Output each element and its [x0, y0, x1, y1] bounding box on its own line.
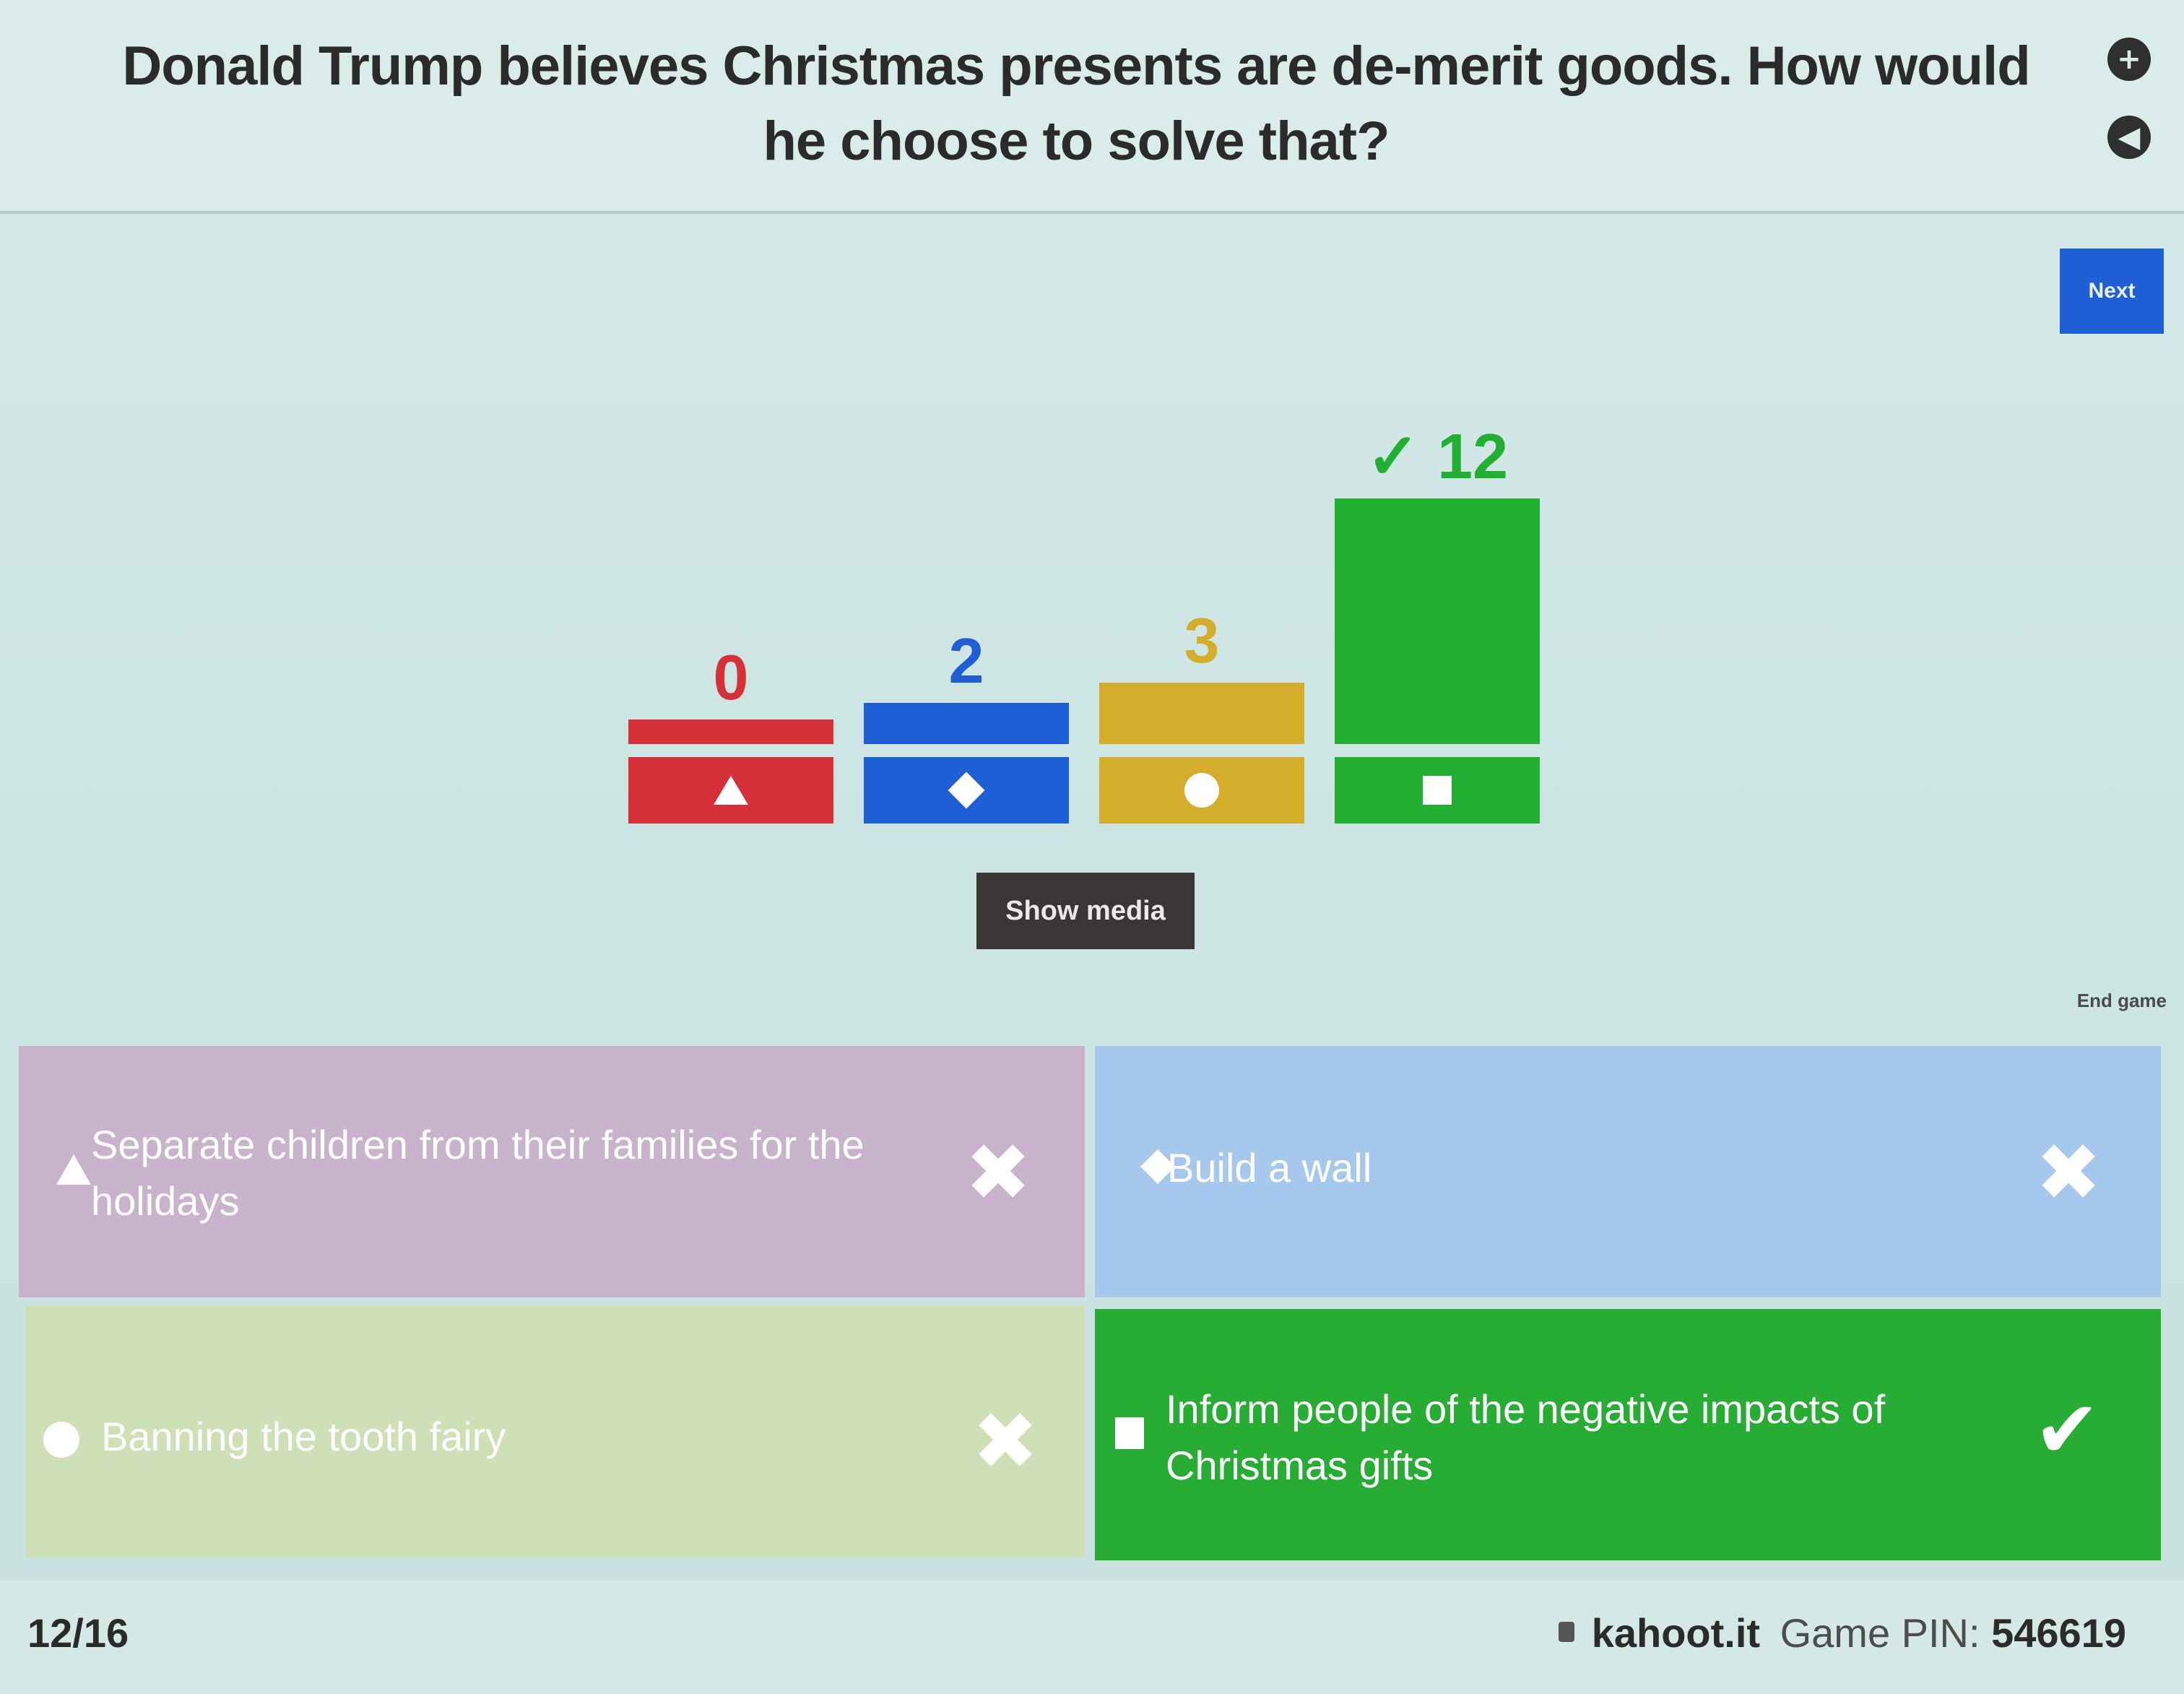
end-game-link[interactable]: End game — [2076, 990, 2167, 1011]
bar-count-triangle: 0 — [713, 641, 749, 713]
cross-icon: ✖ — [2035, 1126, 2102, 1219]
question-progress: 12/16 — [27, 1610, 129, 1656]
square-icon — [1423, 776, 1452, 805]
answer-diamond: Build a wall ✖ — [1095, 1046, 2161, 1297]
bar-base-triangle — [628, 757, 833, 824]
diamond-icon — [948, 772, 985, 809]
bar-count-square: ✓ 12 — [1366, 420, 1509, 492]
next-button[interactable]: Next — [2060, 249, 2164, 334]
circle-icon — [1184, 773, 1219, 808]
cross-icon: ✖ — [972, 1395, 1039, 1487]
footer-bar: 12/16 kahoot.it Game PIN: 546619 — [0, 1581, 2184, 1694]
bar-square: ✓ 12 — [1335, 419, 1540, 824]
pin-value: 546619 — [1991, 1610, 2126, 1656]
lock-icon — [1558, 1622, 1574, 1643]
pin-label: Game PIN: — [1780, 1610, 1980, 1656]
bar-triangle: 0 — [628, 640, 833, 824]
bar-fill-diamond — [864, 703, 1069, 744]
answer-text: Separate children from their families fo… — [91, 1122, 864, 1224]
bar-count-diamond: 2 — [948, 625, 984, 696]
bar-base-diamond — [864, 757, 1069, 824]
answer-circle: Banning the tooth fairy ✖ — [26, 1306, 1085, 1557]
show-media-button[interactable]: Show media — [976, 873, 1195, 949]
bar-count-circle: 3 — [1184, 605, 1220, 676]
bar-base-circle — [1099, 757, 1304, 824]
answer-text: Inform people of the negative impacts of… — [1166, 1386, 1886, 1488]
bar-fill-circle — [1099, 683, 1304, 744]
answer-square: Inform people of the negative impacts of… — [1095, 1309, 2161, 1560]
bar-circle: 3 — [1099, 603, 1304, 824]
cross-icon: ✖ — [965, 1126, 1032, 1219]
answer-chart: 0 2 3 ✓ 12 — [607, 390, 1589, 824]
question-text: Donald Trump believes Christmas presents… — [122, 35, 2030, 172]
bar-base-square — [1335, 757, 1540, 824]
game-pin-area: kahoot.it Game PIN: 546619 — [1558, 1609, 2126, 1656]
bar-diamond: 2 — [864, 623, 1069, 824]
bar-fill-square — [1335, 498, 1540, 744]
circle-icon — [43, 1422, 79, 1458]
answer-text: Build a wall — [1167, 1145, 1372, 1190]
plus-circle-icon[interactable]: + — [2107, 38, 2151, 81]
answer-triangle: Separate children from their families fo… — [19, 1046, 1085, 1297]
check-icon: ✔ — [2034, 1383, 2101, 1476]
square-icon — [1115, 1417, 1144, 1449]
bar-fill-triangle — [628, 719, 833, 744]
kahoot-url: kahoot.it — [1591, 1610, 1761, 1656]
sound-icon[interactable]: ◀ — [2107, 116, 2151, 159]
triangle-icon — [56, 1154, 91, 1185]
triangle-icon — [714, 776, 748, 805]
question-header: Donald Trump believes Christmas presents… — [0, 0, 2184, 214]
answer-text: Banning the tooth fairy — [101, 1414, 506, 1459]
